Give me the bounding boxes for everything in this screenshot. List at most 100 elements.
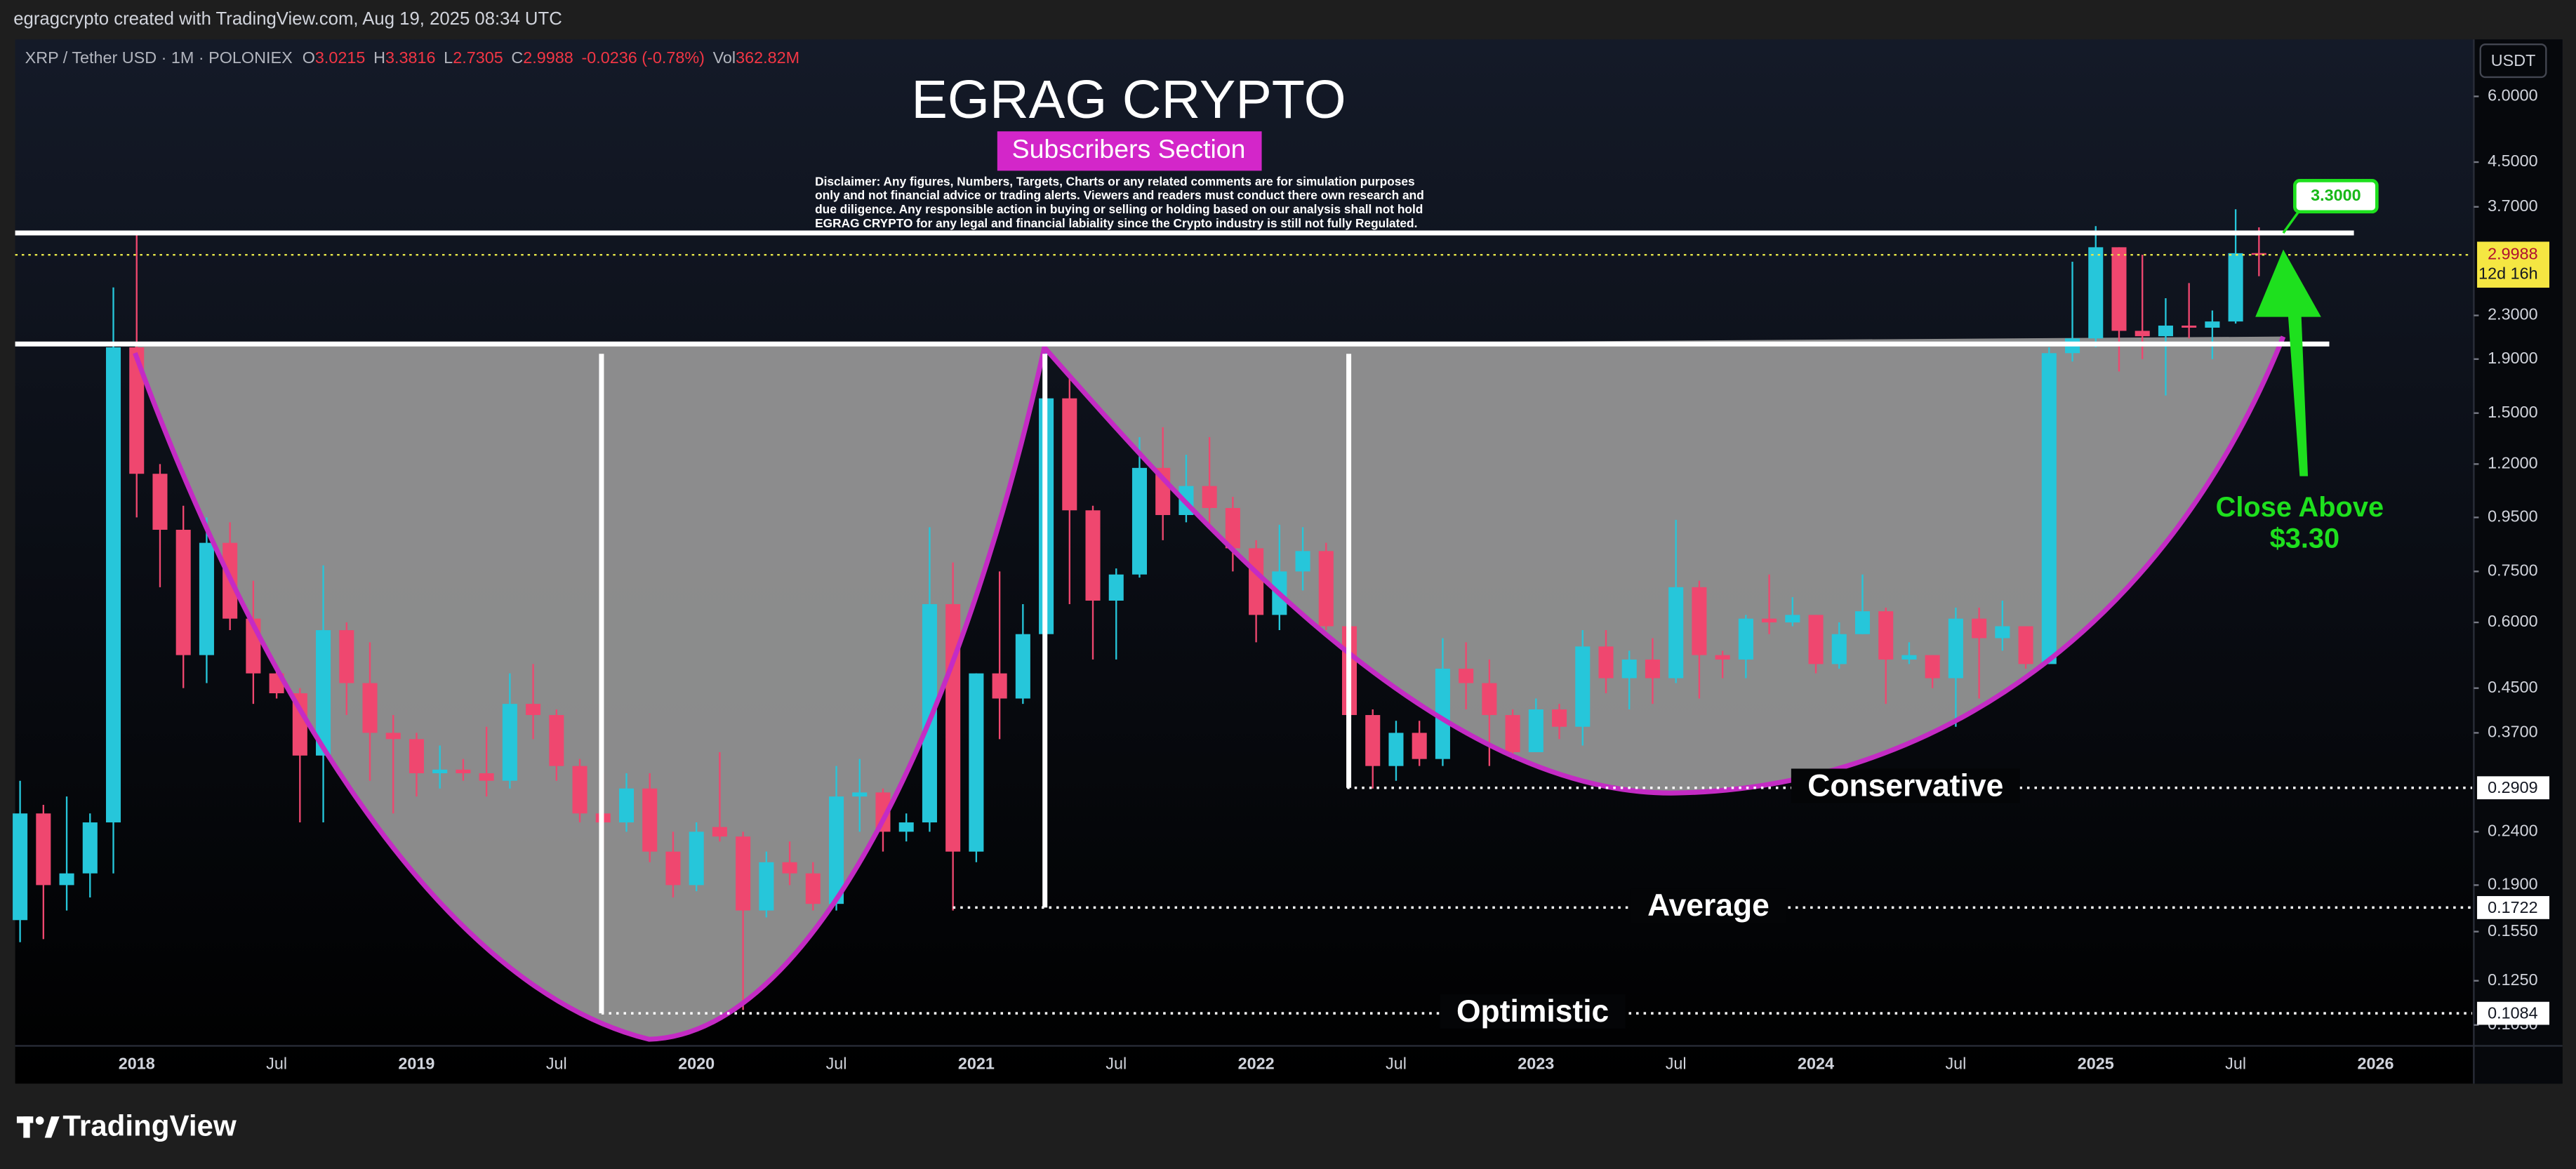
y-tick-label: 0.9500: [2488, 507, 2538, 526]
candle-body: [1878, 611, 1894, 660]
candle-body: [969, 673, 984, 852]
last-price-box: [2477, 241, 2550, 288]
currency: USDT: [2491, 51, 2536, 69]
candle-body: [1225, 507, 1240, 549]
y-tick-label: 4.5000: [2488, 152, 2538, 170]
candle-body: [992, 673, 1007, 699]
level-name: Average: [1647, 888, 1770, 923]
candle-body: [36, 813, 51, 886]
volume: 362.82M: [736, 48, 799, 67]
annotation: $3.30: [2270, 523, 2340, 554]
candle-body: [736, 836, 751, 911]
resistance-label-box: [2293, 179, 2379, 214]
candle-body: [456, 769, 471, 774]
x-tick-label: Jul: [1945, 1055, 1966, 1073]
open-value: 3.0215: [315, 48, 366, 67]
subtitle: Subscribers Section: [1012, 134, 1246, 163]
candle-body: [689, 831, 704, 886]
x-tick-label: 2025: [2078, 1055, 2114, 1073]
ohlc-label: H: [373, 48, 385, 67]
candle-body: [1831, 634, 1847, 664]
logo-part: [35, 1116, 44, 1125]
candle-body: [782, 862, 797, 874]
y-tick-label: 0.7500: [2488, 561, 2538, 580]
x-tick-label: 2021: [958, 1055, 995, 1073]
candle-body: [1692, 587, 1707, 655]
candle-body: [82, 822, 98, 874]
candle-body: [1202, 486, 1217, 508]
x-tick-label: 2023: [1518, 1055, 1554, 1073]
subtitle-box: [997, 131, 1262, 171]
candle-body: [1948, 618, 1963, 679]
candle-body: [1062, 398, 1077, 511]
disclaimer: only and not financial advice or trading…: [815, 188, 1424, 202]
y-tick-label: 0.2400: [2488, 822, 2538, 840]
candle-body: [549, 715, 564, 766]
candle-body: [339, 630, 354, 683]
y-tick-label: 0.3700: [2488, 723, 2538, 741]
candle-body: [316, 630, 331, 756]
candle-body: [1318, 551, 1334, 627]
cup-outlines: [133, 335, 2286, 1042]
candle-body: [1715, 655, 1730, 660]
candle-body: [712, 827, 727, 837]
candle-body: [1528, 709, 1543, 752]
candle-body: [2251, 253, 2266, 255]
candle-body: [152, 474, 168, 530]
candle-body: [362, 683, 378, 733]
candle-body: [105, 347, 121, 823]
volume-label: Vol: [713, 48, 736, 67]
candle-body: [2205, 321, 2220, 328]
candle-body: [479, 773, 494, 781]
candle-body: [432, 769, 448, 774]
x-tick-label: Jul: [546, 1055, 567, 1073]
candle-body: [1085, 510, 1101, 601]
level-label: 0.1084: [2488, 1003, 2538, 1022]
x-tick-label: 2024: [1798, 1055, 1834, 1073]
candle-body: [1131, 467, 1148, 575]
level-name-bg: [1440, 994, 1626, 1029]
candle-body: [2182, 326, 2197, 328]
annotation: Close Above: [2216, 492, 2384, 523]
candle-body: [572, 766, 587, 814]
level-name-bg: [1631, 888, 1786, 923]
legend-line: XRP / Tether USD · 1M · POLONIEX O3.0215 H…: [25, 48, 799, 67]
candle-body: [1901, 655, 1917, 660]
candle-body: [875, 792, 891, 832]
x-tick-label: 2020: [678, 1055, 715, 1073]
y-tick-label: 1.5000: [2488, 403, 2538, 421]
y-tick-label: 0.4500: [2488, 678, 2538, 696]
level-name: Conservative: [1807, 768, 2003, 803]
y-tick-label: 1.9000: [2488, 349, 2538, 367]
x-tick-label: 2022: [1238, 1055, 1275, 1073]
candle-body: [1482, 683, 1497, 716]
y-tick-label: 1.2000: [2488, 454, 2538, 472]
candle-body: [1598, 646, 1614, 679]
x-tick-label: 2026: [2357, 1055, 2394, 1073]
disclaimer: due diligence. Any responsible action in…: [815, 202, 1423, 216]
candle-body: [1645, 659, 1660, 679]
y-tick-label: 0.6000: [2488, 612, 2538, 630]
candle-body: [502, 704, 517, 781]
candle-body: [759, 862, 774, 911]
candle-body: [618, 788, 635, 823]
symbol: XRP / Tether USD · 1M · POLONIEX: [25, 48, 293, 67]
level-label-box: [2477, 1001, 2550, 1025]
y-tick-label: 2.3000: [2488, 305, 2538, 323]
candle-body: [642, 788, 658, 852]
y-tick-label: 0.1550: [2488, 921, 2538, 940]
cup-fill: [135, 345, 1045, 1040]
ohlc-label: C: [511, 48, 523, 67]
candle-body: [1388, 733, 1404, 766]
candle-body: [1459, 668, 1474, 683]
x-tick-label: Jul: [1386, 1055, 1407, 1073]
candle-body: [1738, 618, 1753, 660]
candle-body: [1552, 709, 1567, 727]
candle-body: [1505, 715, 1520, 752]
candle-body: [2041, 353, 2057, 664]
level-label: 0.1722: [2488, 898, 2538, 916]
change: -0.0236 (-0.78%): [581, 48, 704, 67]
overlay: 3.3000 Conservative Average Optimistic: [15, 179, 2473, 1029]
x-tick-label: Jul: [1106, 1055, 1127, 1073]
low-value: 2.7305: [453, 48, 503, 67]
